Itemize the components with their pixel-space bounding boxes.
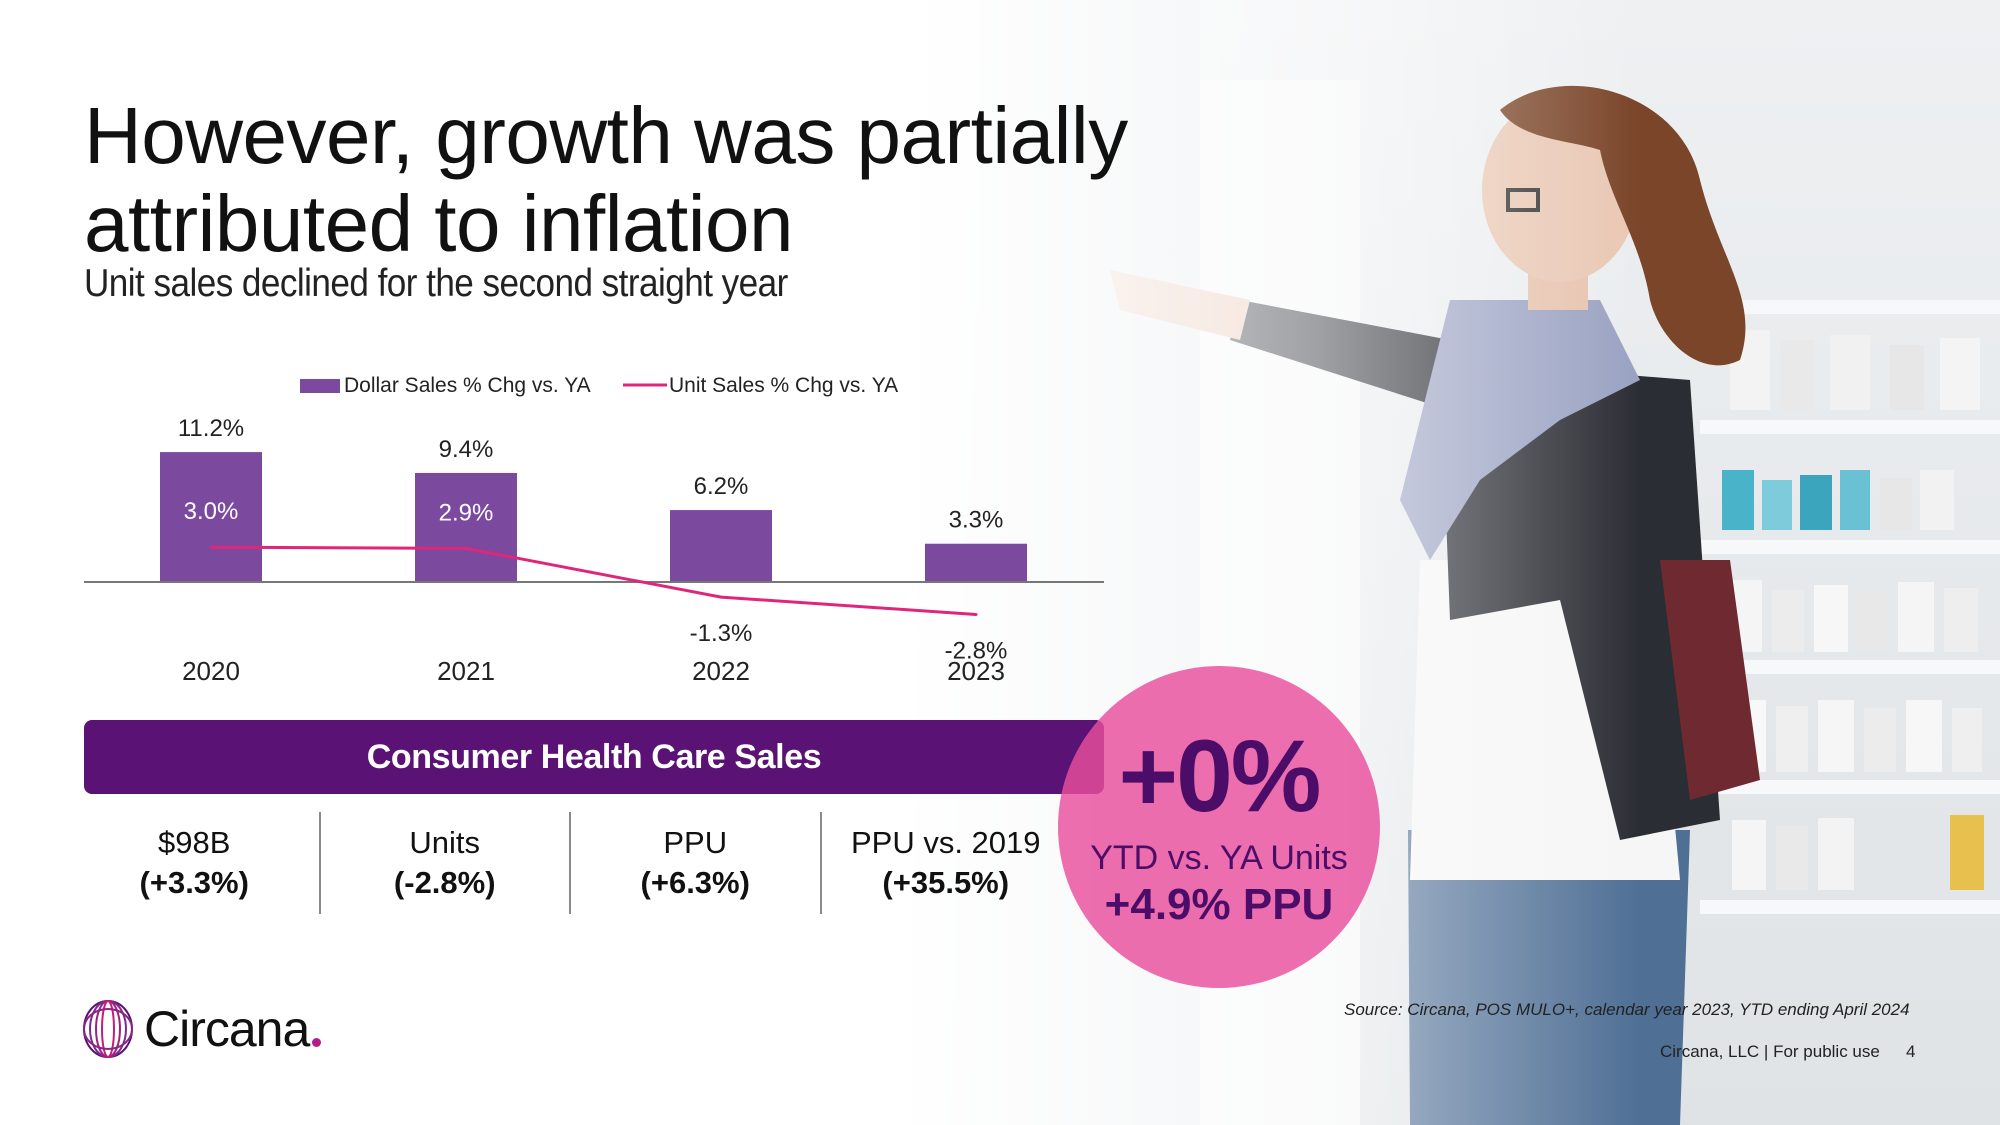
line-point-2022 <box>719 595 723 599</box>
legend-swatch-dollar-sales <box>300 379 340 393</box>
metric-value: (+6.3%) <box>640 865 750 900</box>
bar-2021 <box>415 472 517 582</box>
bar-series <box>160 452 1027 582</box>
bar-label-2022: 6.2% <box>694 473 749 500</box>
source-note: Source: Circana, POS MULO+, calendar yea… <box>1344 1000 1910 1019</box>
metric-label: PPU vs. 2019 <box>850 825 1041 860</box>
slide-title: However, growth was partially attributed… <box>84 91 1128 268</box>
chart-legend: Dollar Sales % Chg vs. YA Unit Sales % Ch… <box>300 374 898 397</box>
circana-logo: Circana <box>80 996 340 1062</box>
brand-dot <box>312 1037 322 1047</box>
bar-2020 <box>160 452 262 582</box>
callout-units-label: YTD vs. YA Units <box>1090 839 1348 877</box>
metric-sales: $98B (+3.3%) <box>70 812 321 914</box>
summary-metrics: $98B (+3.3%) Units (-2.8%) PPU (+6.3%) P… <box>70 812 1070 914</box>
bar-2023 <box>925 543 1027 582</box>
bar-label-2023: 3.3% <box>949 507 1004 534</box>
sales-change-chart: Dollar Sales % Chg vs. YA Unit Sales % Ch… <box>84 374 1104 686</box>
line-series <box>209 545 978 616</box>
line-label-2020: 3.0% <box>184 498 239 525</box>
metric-value: (-2.8%) <box>393 865 496 900</box>
line-point-2020 <box>209 545 213 549</box>
line-label-2022: -1.3% <box>690 620 753 647</box>
metric-ppu: PPU (+6.3%) <box>571 812 822 914</box>
legend-label-dollar-sales: Dollar Sales % Chg vs. YA <box>344 374 591 397</box>
callout-ppu: +4.9% PPU <box>1104 880 1334 929</box>
bar-label-2020: 11.2% <box>178 415 244 442</box>
x-tick-2020: 2020 <box>182 656 240 686</box>
legend-label-unit-sales: Unit Sales % Chg vs. YA <box>669 374 898 397</box>
bar-2022 <box>670 510 772 582</box>
metric-value: (+3.3%) <box>139 865 249 900</box>
metric-value: (+35.5%) <box>882 865 1010 900</box>
metric-label: PPU <box>663 825 728 860</box>
metric-units: Units (-2.8%) <box>321 812 571 914</box>
unit-sales-line <box>210 545 977 616</box>
data-labels: 11.2% 9.4% 6.2% 3.3% 3.0% 2.9% -1.3% -2.8% <box>178 415 1007 664</box>
line-label-2021: 2.9% <box>439 499 494 526</box>
footer-company: Circana, LLC | For public use <box>1660 1042 1880 1061</box>
brand-name: Circana <box>144 1001 310 1057</box>
ytd-callout-bubble: +0% YTD vs. YA Units +4.9% PPU <box>1058 666 1380 988</box>
bar-label-2021: 9.4% <box>439 436 494 463</box>
metric-label: $98B <box>158 825 231 860</box>
metric-label: Units <box>409 825 481 860</box>
page-number: 4 <box>1906 1042 1916 1061</box>
x-tick-2023: 2023 <box>947 656 1005 686</box>
x-axis-ticks: 2020 2021 2022 2023 <box>182 656 1005 686</box>
line-label-2023: -2.8% <box>945 637 1008 664</box>
metric-ppu-vs-2019: PPU vs. 2019 (+35.5%) <box>822 812 1071 914</box>
line-point-2021 <box>464 546 468 550</box>
callout-units-change: +0% <box>1118 719 1322 833</box>
line-point-2023 <box>974 612 978 616</box>
summary-banner: Consumer Health Care Sales <box>84 720 1104 794</box>
x-tick-2022: 2022 <box>692 656 750 686</box>
circana-logo-mark-icon <box>83 1000 133 1058</box>
x-tick-2021: 2021 <box>437 656 495 686</box>
slide-subtitle: Unit sales declined for the second strai… <box>84 262 788 305</box>
